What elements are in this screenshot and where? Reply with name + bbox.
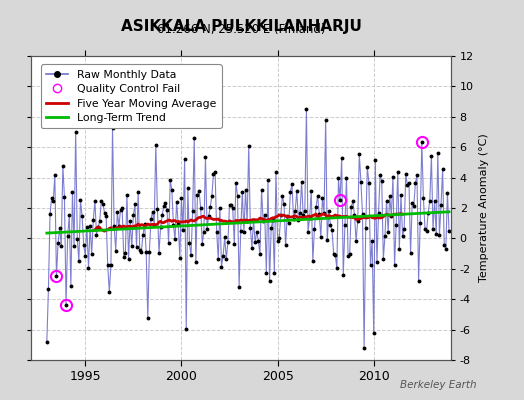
Text: 61.266 N, 25.520 E (Finland): 61.266 N, 25.520 E (Finland) xyxy=(157,23,325,36)
Title: ASIKKALA PULKKILANHARJU: ASIKKALA PULKKILANHARJU xyxy=(121,19,362,34)
Y-axis label: Temperature Anomaly (°C): Temperature Anomaly (°C) xyxy=(479,134,489,282)
Text: Berkeley Earth: Berkeley Earth xyxy=(400,380,477,390)
Legend: Raw Monthly Data, Quality Control Fail, Five Year Moving Average, Long-Term Tren: Raw Monthly Data, Quality Control Fail, … xyxy=(41,64,222,128)
